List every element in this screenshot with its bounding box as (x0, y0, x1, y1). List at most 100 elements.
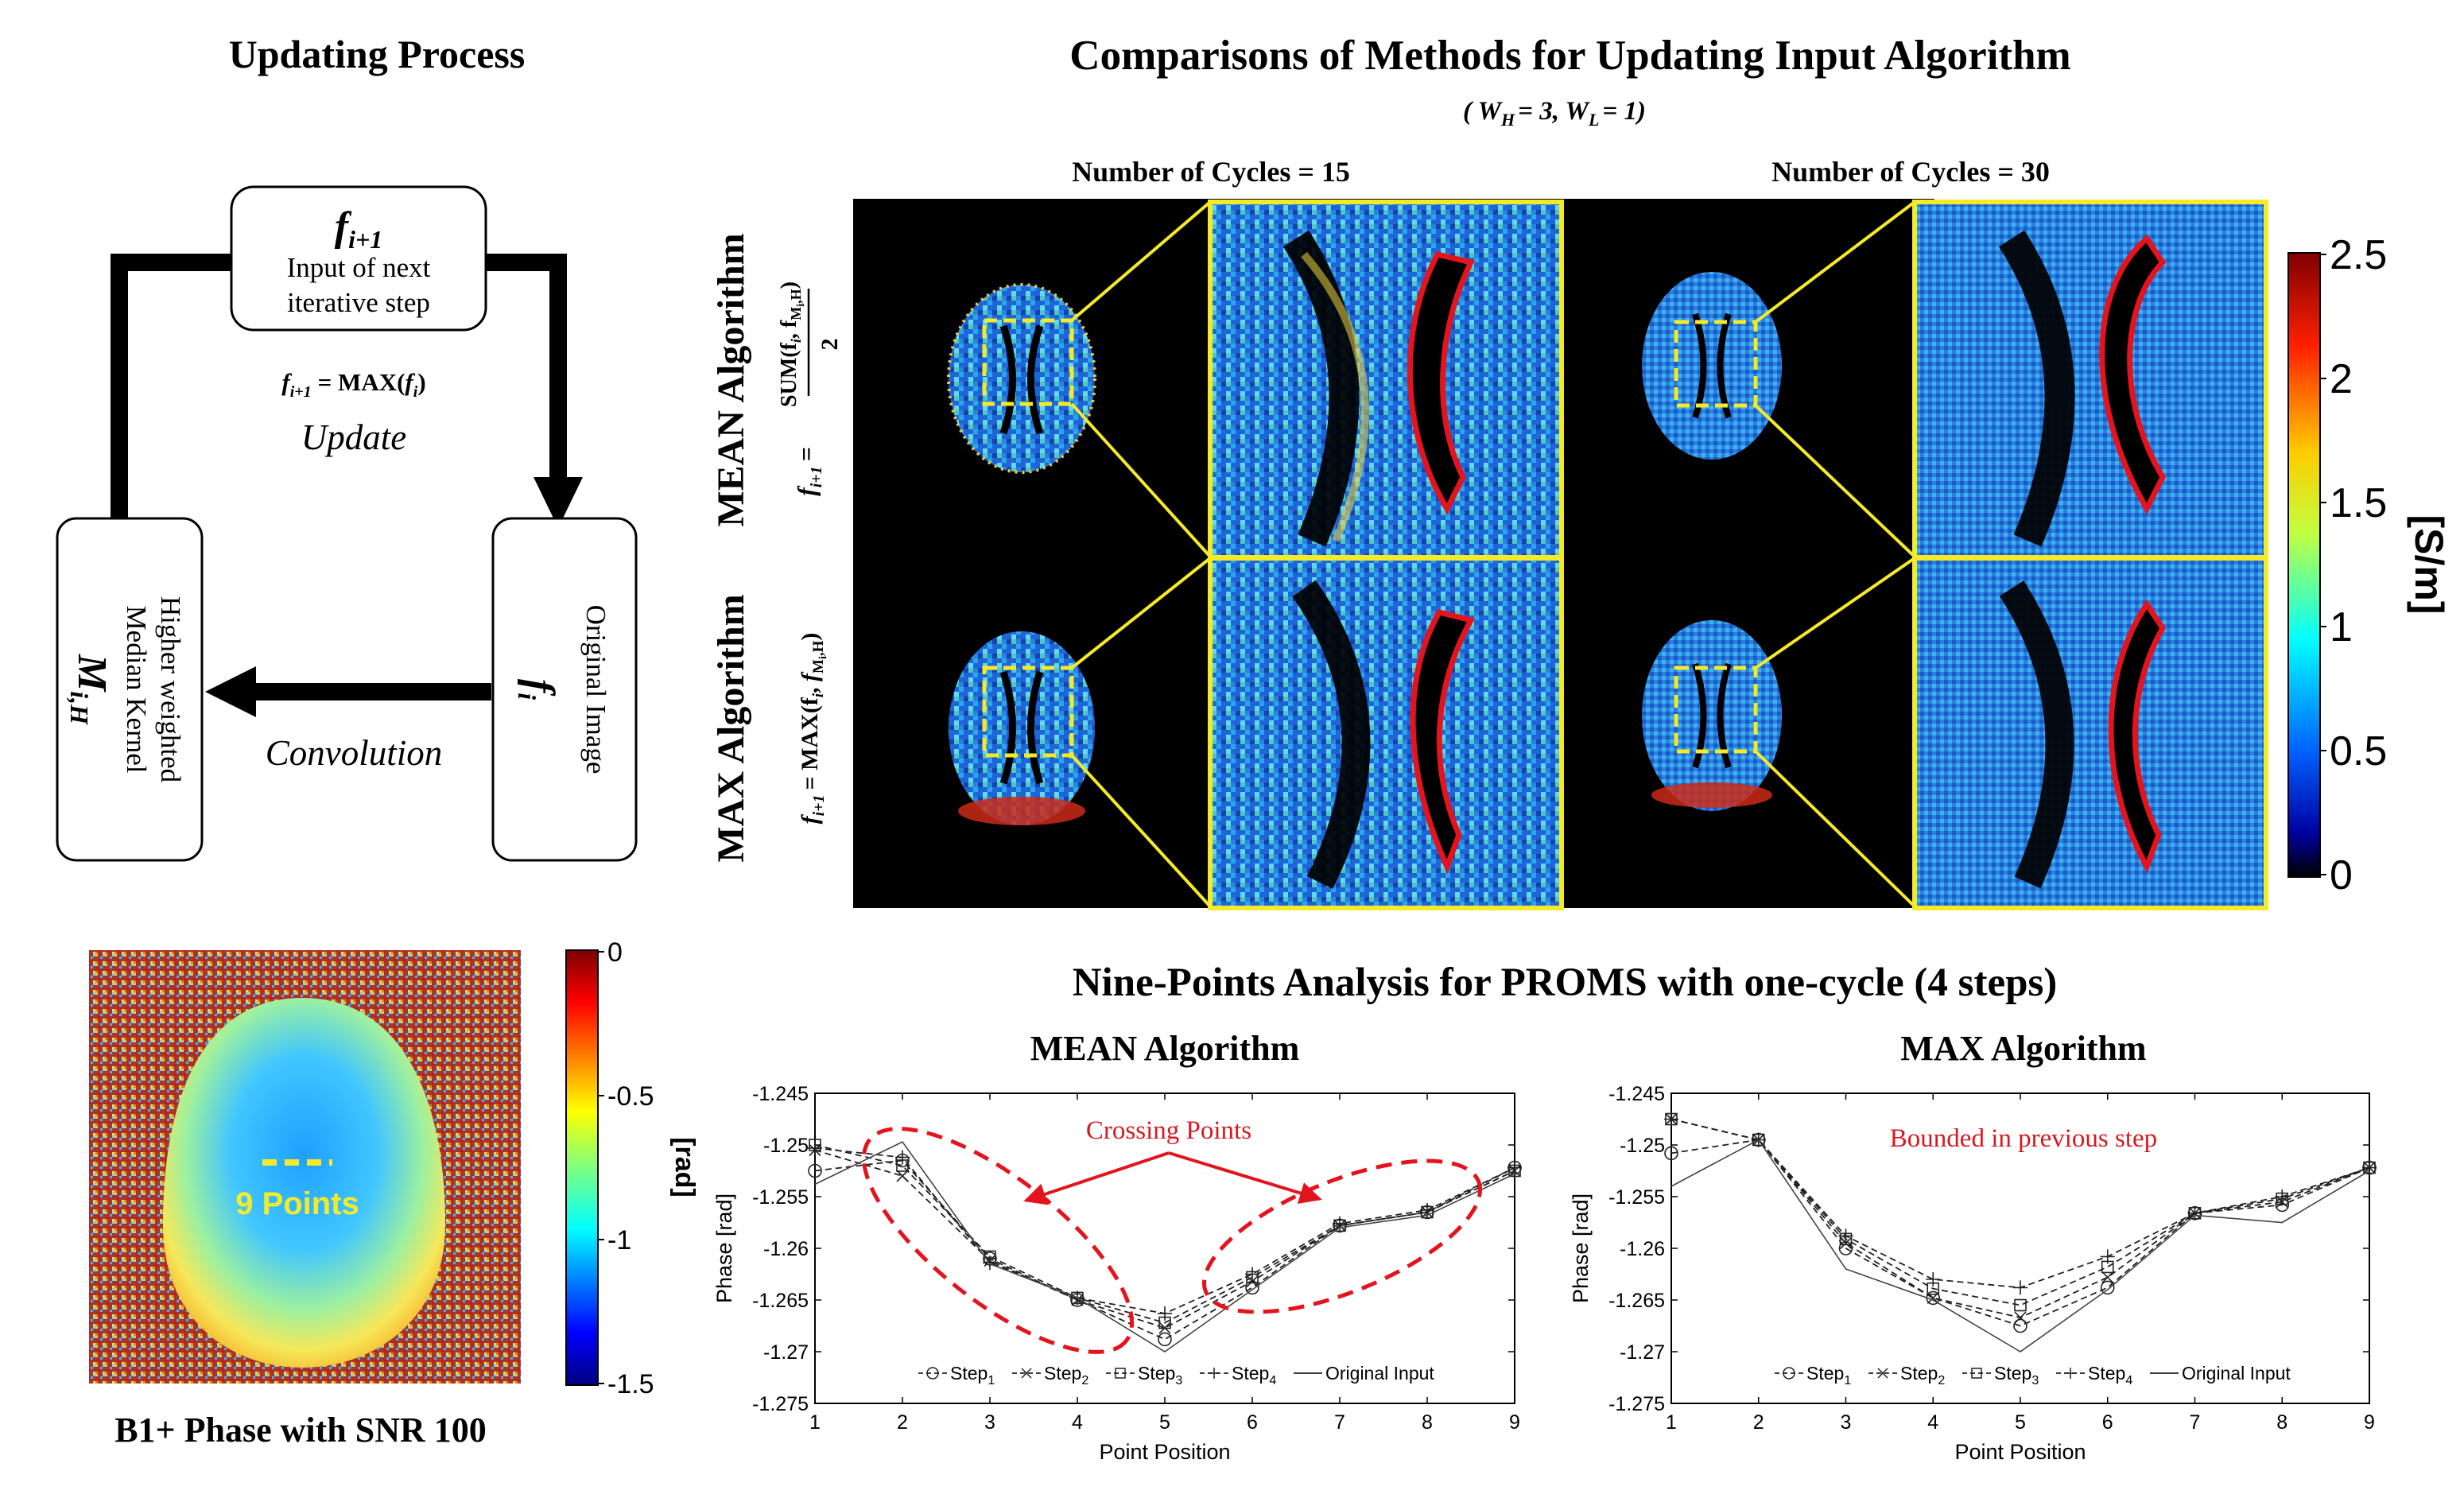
crossing-arrow-right (1168, 1151, 1322, 1205)
update-label: Update (301, 417, 406, 457)
data-point (2100, 1249, 2115, 1264)
median-kernel-box (56, 517, 204, 862)
legend-marker (1877, 1368, 1888, 1379)
loop-line-left (111, 254, 231, 518)
conductivity-tick-label: 2.5 (2330, 232, 2387, 278)
y-tick-label: -1.255 (1608, 1186, 1665, 1209)
data-point (1838, 1228, 1853, 1244)
phase-colorbar-ticks: 0 -0.5 -1 -1.5 (598, 937, 654, 1399)
legend-marker (926, 1367, 939, 1380)
x-tick-label: 2 (1753, 1411, 1764, 1434)
data-point (2014, 1311, 2027, 1324)
x-tick-label: 9 (1509, 1411, 1520, 1434)
data-point (2101, 1271, 2114, 1283)
data-point (895, 1150, 910, 1165)
data-point (2014, 1298, 2027, 1312)
phase-tick-label: 0 (607, 937, 623, 968)
next-input-line2: iterative step (287, 287, 430, 318)
crossing-ellipse-left (861, 1127, 1135, 1354)
crossing-arrow-left (1023, 1151, 1170, 1205)
y-axis-label: Phase [rad] (712, 1193, 736, 1303)
x-tick-label: 6 (2102, 1411, 2113, 1434)
brain-thumb-mean-15 (947, 283, 1096, 474)
b1-phase-caption: B1+ Phase with SNR 100 (114, 1411, 487, 1449)
zoom-panel-mean-15 (1208, 200, 1564, 560)
comparison-title: Comparisons of Methods for Updating Inpu… (1069, 33, 2070, 79)
zoom-panel-max-30 (1912, 556, 2268, 910)
legend-label: Step1 (950, 1363, 995, 1387)
phase-tick-label: -1.5 (607, 1369, 654, 1399)
mean-formula-lhs: fi+1= (792, 447, 825, 496)
b1-phase-head (163, 998, 445, 1368)
y-tick-label: -1.26 (763, 1238, 809, 1260)
crossing-points-annotation (861, 1127, 1483, 1354)
conductivity-tick-label: 2 (2330, 356, 2353, 402)
y-tick-label: -1.245 (752, 1083, 809, 1105)
data-point (896, 1170, 909, 1182)
down-arrow-head (534, 477, 583, 528)
series-line (1670, 1139, 2370, 1352)
series-line (1670, 1139, 2370, 1327)
conductivity-tick-label: 0.5 (2330, 728, 2387, 774)
median-kernel-symbol: Mi,H (65, 654, 114, 725)
row-label-max: MAX Algorithm (710, 594, 752, 862)
legend-label: Step4 (2088, 1363, 2132, 1387)
mean-algorithm-chart: MEAN Algorithm -1.245 -1.25 -1.255 -1.26 -1.2… (712, 1029, 1522, 1464)
x-tick-label: 2 (897, 1411, 908, 1434)
data-point (2013, 1280, 2027, 1295)
next-input-symbol: fi+1 (335, 204, 382, 254)
zoom-panel-mean-30 (1912, 200, 2268, 560)
zoom-panel-max-15 (1208, 556, 1564, 910)
series-line (814, 1141, 1515, 1352)
data-point (1246, 1275, 1259, 1288)
chart-annotation: Crossing Points (1086, 1116, 1251, 1145)
x-tick-label: 3 (984, 1411, 995, 1434)
y-tick-label: -1.275 (1608, 1393, 1665, 1415)
original-image-box (491, 517, 638, 862)
x-tick-label: 4 (1927, 1411, 1938, 1434)
y-tick-label: -1.27 (1620, 1341, 1665, 1364)
legend-marker (1209, 1368, 1220, 1379)
phase-colorbar (565, 949, 599, 1386)
legend-label: Step3 (1994, 1363, 2039, 1387)
conductivity-tick-label: 1 (2330, 604, 2353, 650)
data-point (1158, 1332, 1172, 1347)
legend-label: Original Input (2182, 1363, 2291, 1384)
median-kernel-line1: Higher weighted (155, 596, 186, 783)
y-tick-label: -1.255 (752, 1186, 809, 1209)
row-label-mean-name: MEAN Algorithm (710, 233, 752, 526)
column-header-30: Number of Cycles = 30 (1771, 156, 2050, 188)
x-tick-label: 9 (2364, 1411, 2375, 1434)
data-point (2362, 1160, 2377, 1175)
left-arrow-head (205, 666, 256, 717)
y-tick-label: -1.25 (763, 1135, 809, 1157)
median-kernel-text: Higher weighted Median Kernel Mi,H (65, 596, 186, 783)
data-point (1839, 1236, 1853, 1250)
loop-line-right (487, 254, 567, 480)
conductivity-colorbar (2287, 252, 2321, 878)
data-point (1508, 1160, 1522, 1175)
x-tick-label: 7 (1334, 1411, 1345, 1434)
data-point (2013, 1318, 2027, 1333)
series-line (814, 1144, 1515, 1324)
zoom-connector-lines (1070, 200, 1916, 908)
x-tick-label: 6 (1247, 1411, 1258, 1434)
x-tick-label: 8 (1422, 1411, 1433, 1434)
legend-marker (1021, 1368, 1032, 1379)
column-header-15: Number of Cycles = 15 (1072, 156, 1350, 188)
legend-label: Original Input (1325, 1363, 1434, 1384)
data-point (1664, 1146, 1678, 1161)
y-tick-label: -1.25 (1620, 1135, 1665, 1157)
series-line (1670, 1118, 2370, 1306)
data-point (2187, 1205, 2202, 1221)
median-kernel-line2: Median Kernel (121, 606, 152, 774)
y-tick-label: -1.265 (1608, 1290, 1665, 1312)
x-tick-label: 5 (2015, 1411, 2026, 1434)
x-tick-label: 4 (1072, 1411, 1083, 1434)
data-point (2100, 1280, 2115, 1295)
legend-marker (1783, 1367, 1795, 1380)
brain-thumb-max-30 (1642, 620, 1782, 811)
data-point (808, 1163, 822, 1178)
phase-unit-text: [rad] (669, 1137, 700, 1197)
